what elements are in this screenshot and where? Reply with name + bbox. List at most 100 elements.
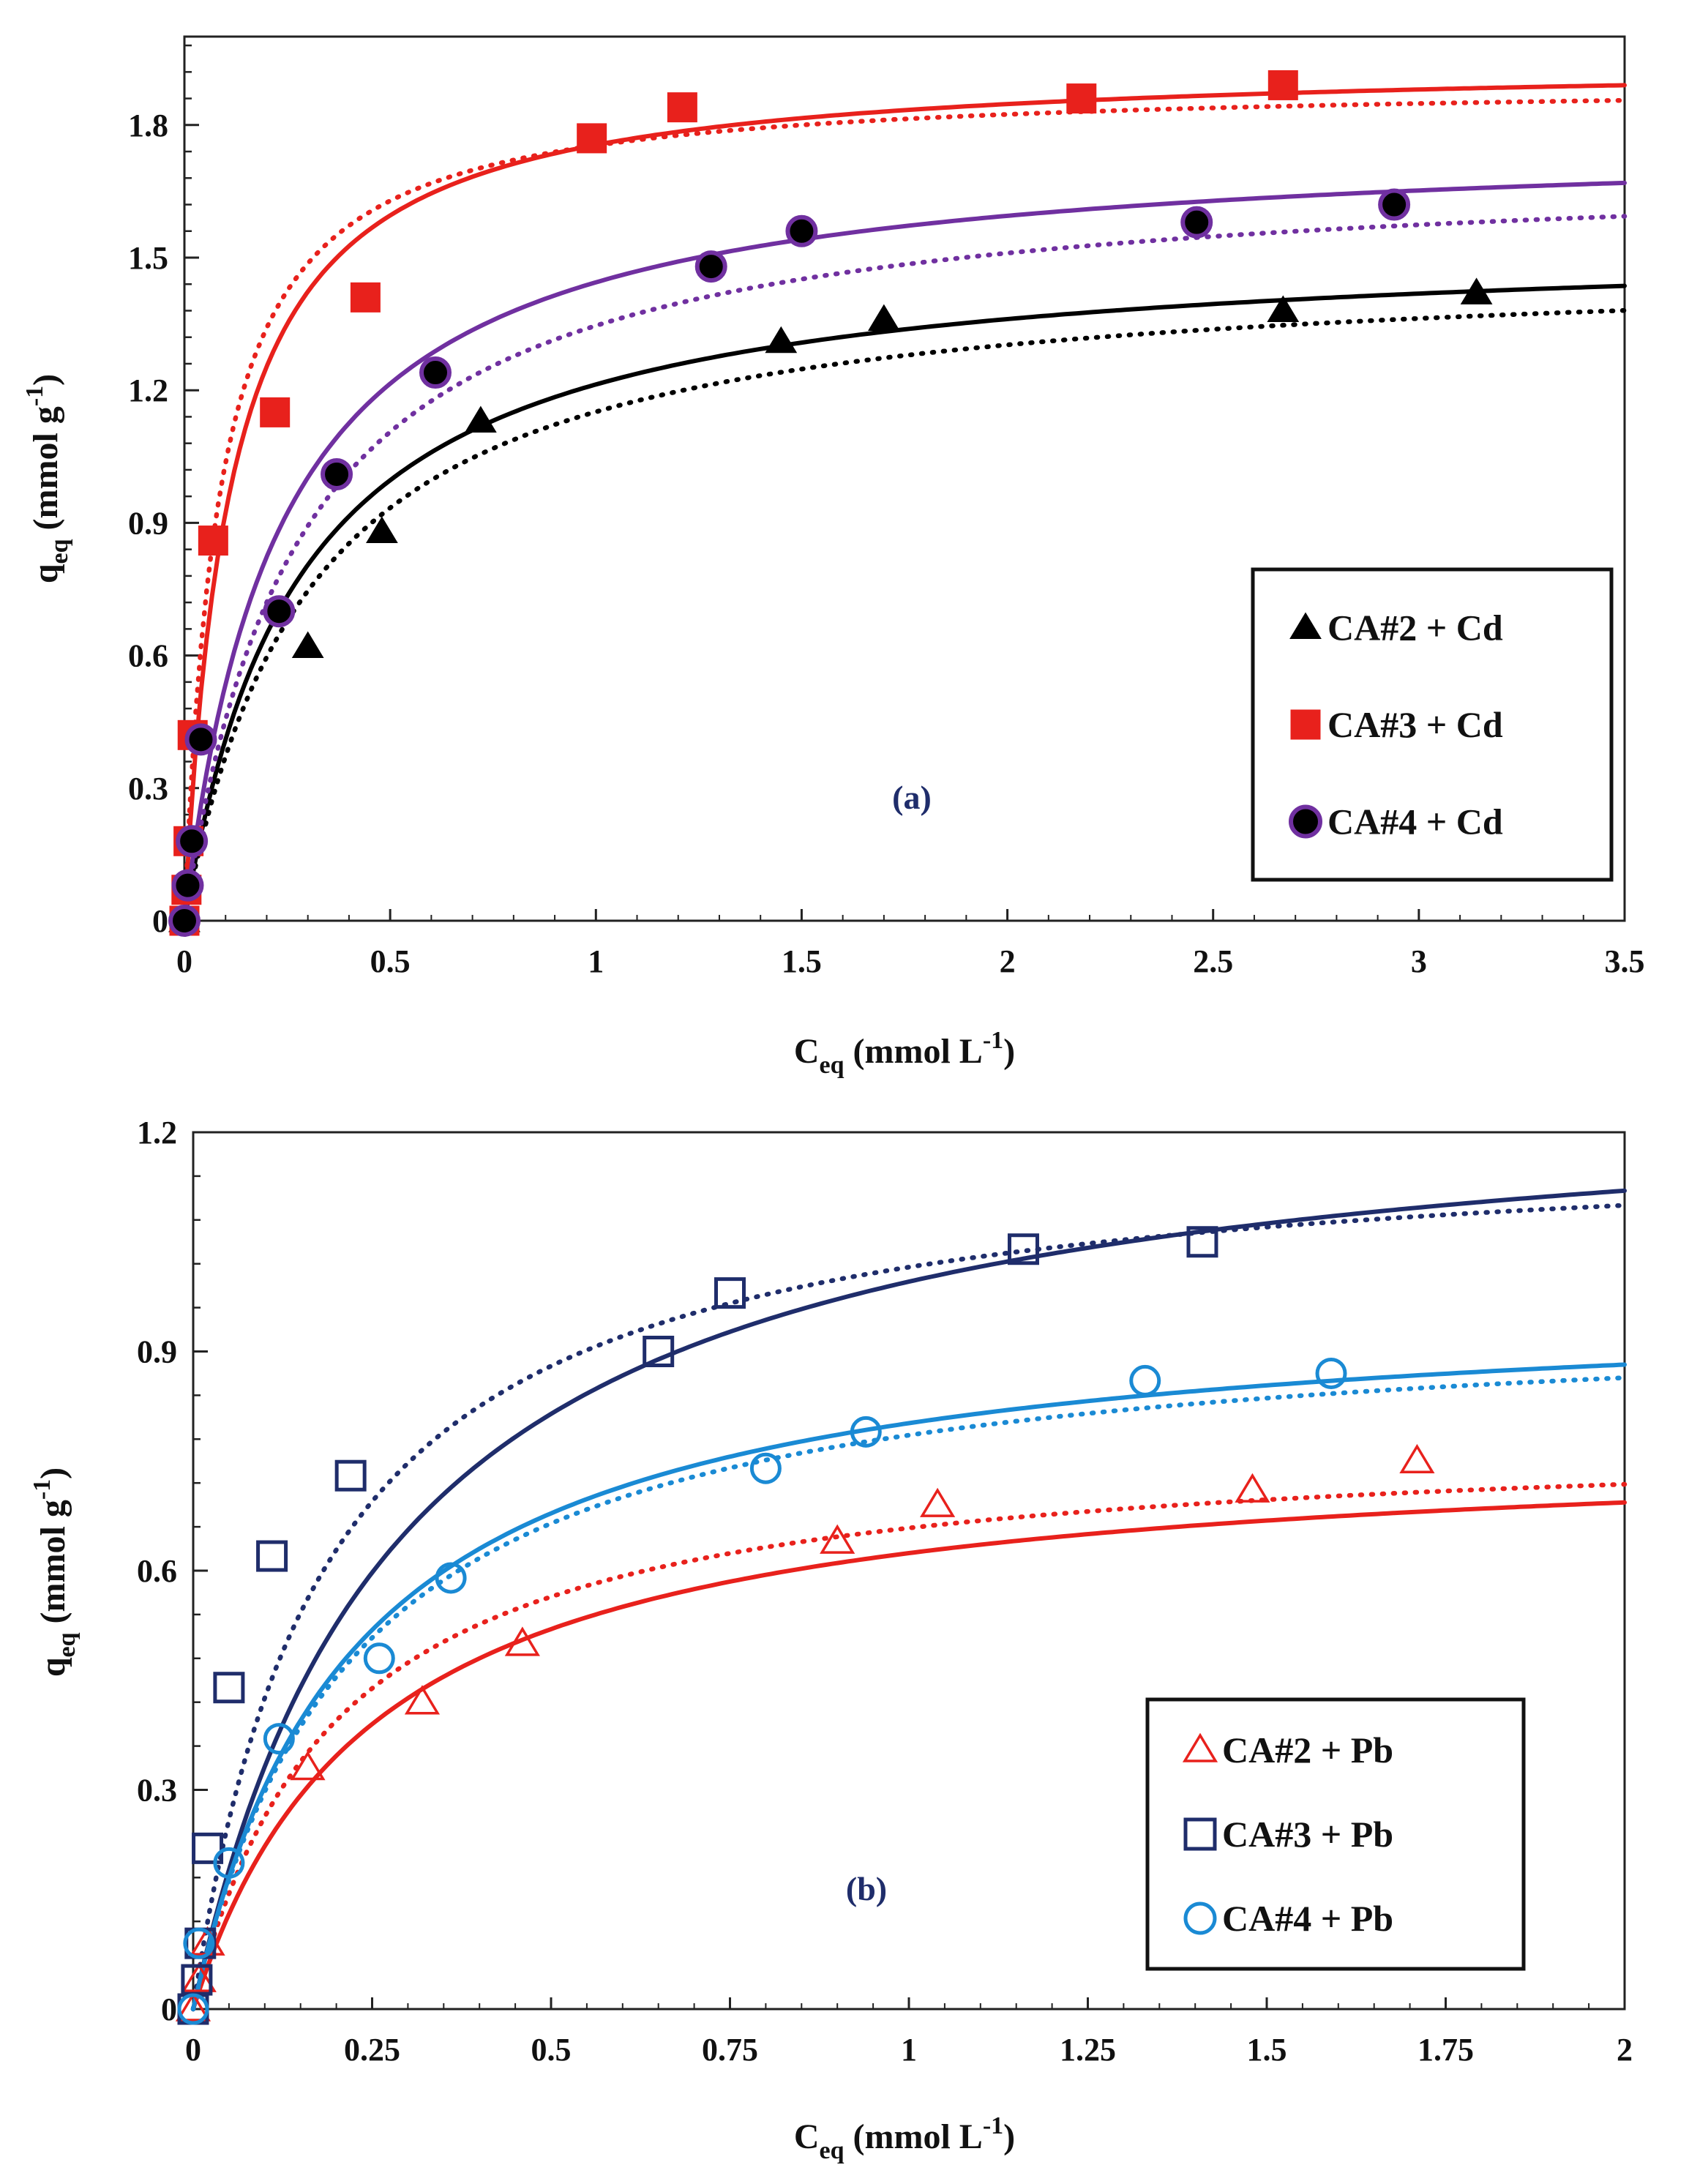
x-tick-label: 0: [185, 2032, 201, 2068]
x-tick-label: 0: [176, 943, 192, 979]
data-point: [1315, 1357, 1347, 1389]
x-tick-label: 0.75: [702, 2032, 758, 2068]
data-point: [168, 905, 201, 937]
data-point: [850, 1416, 882, 1448]
data-point: [714, 1277, 746, 1309]
fit-line-solid-0: [182, 283, 1627, 923]
y-axis-label: qeq (mmol g-1): [21, 374, 73, 583]
x-tick-label: 1.5: [1247, 2032, 1287, 2068]
data-point: [765, 326, 798, 354]
y-tick-label: 0.6: [128, 638, 168, 674]
data-point: [1378, 188, 1411, 221]
data-point: [1267, 70, 1298, 100]
fit-line-dotted-2: [190, 1375, 1628, 2012]
x-tick-label: 3: [1411, 943, 1427, 979]
legend-entry: CA#4 + Pb: [1222, 1898, 1393, 1939]
data-point: [1460, 277, 1493, 304]
data-point: [419, 356, 452, 389]
x-tick-label: 2: [1000, 943, 1016, 979]
x-tick-label: 1.5: [782, 943, 822, 979]
data-point: [198, 526, 228, 556]
data-point: [404, 1685, 441, 1715]
data-point: [694, 250, 727, 283]
x-tick-label: 1.25: [1060, 2032, 1116, 2068]
y-tick-label: 1.2: [137, 1115, 177, 1151]
x-tick-label: 3.5: [1605, 943, 1645, 979]
y-tick-label: 0.6: [137, 1553, 177, 1589]
y-tick-label: 1.8: [128, 108, 168, 143]
legend-marker: [1289, 804, 1322, 839]
y-tick-label: 0.3: [137, 1773, 177, 1809]
fit-line-dotted-1: [181, 97, 1628, 924]
y-tick-label: 0: [152, 903, 168, 939]
fit-line-solid-0: [191, 1500, 1627, 2011]
data-point: [749, 1452, 782, 1484]
data-point: [785, 214, 818, 247]
data-point: [1235, 1473, 1270, 1503]
data-point: [366, 516, 398, 543]
data-point: [920, 1487, 956, 1517]
data-point: [263, 595, 296, 628]
y-tick-label: 1.2: [128, 373, 168, 408]
x-tick-label: 2.5: [1193, 943, 1233, 979]
x-axis-label: Ceq (mmol L-1): [794, 1027, 1015, 1079]
data-point: [213, 1847, 245, 1879]
data-point: [1267, 295, 1300, 322]
data-point: [350, 282, 381, 313]
legend-entry: CA#3 + Cd: [1327, 704, 1503, 745]
x-axis-label: Ceq (mmol L-1): [794, 2112, 1015, 2164]
x-tick-label: 1.75: [1418, 2032, 1474, 2068]
legend-marker: [1183, 1817, 1217, 1851]
legend-marker: [1289, 612, 1322, 639]
data-point: [177, 1993, 209, 2025]
x-tick-label: 1: [588, 943, 604, 979]
legend-entry: CA#2 + Cd: [1327, 607, 1503, 648]
data-point: [321, 457, 353, 490]
fit-line-solid-1: [182, 83, 1627, 923]
fit-line-dotted-1: [190, 1203, 1628, 2012]
x-tick-label: 1: [901, 2032, 917, 2068]
y-tick-label: 0.9: [137, 1334, 177, 1370]
fit-line-dotted-0: [190, 1481, 1628, 2012]
fit-line-dotted-0: [181, 307, 1628, 924]
fit-line-solid-2: [191, 1362, 1627, 2011]
data-point: [1399, 1443, 1435, 1473]
data-point: [192, 1832, 224, 1864]
chart-b: 0 0.3 0.6 0.9 1.2 0 0.25 0.5 0.75 1 1.25 1.5 1.75 2 (b…: [29, 1115, 1633, 2164]
data-point: [667, 92, 697, 123]
legend-marker: [1183, 1901, 1217, 1935]
y-tick-label: 0: [161, 1992, 177, 2027]
data-point: [577, 123, 607, 154]
fit-line-dotted-2: [181, 214, 1628, 924]
data-point: [263, 1723, 295, 1755]
data-point: [363, 1642, 395, 1675]
y-tick-label: 1.5: [128, 240, 168, 276]
data-point: [171, 869, 204, 902]
data-point: [184, 723, 217, 756]
data-point: [504, 1626, 540, 1656]
data-point: [334, 1459, 367, 1492]
data-point: [464, 405, 497, 433]
data-point: [290, 1751, 326, 1781]
legend-entry: CA#3 + Pb: [1222, 1814, 1393, 1855]
legend-marker: [1290, 709, 1321, 740]
data-point: [435, 1562, 467, 1594]
panel-label: (a): [892, 779, 932, 816]
chart-a: 0 0.3 0.6 0.9 1.2 1.5 1.8 0 0.5 1 1.5 2 2.5 3 3.5 (a) CA…: [21, 35, 1645, 1079]
data-point: [260, 397, 291, 427]
data-point: [175, 1992, 211, 2022]
x-tick-label: 0.5: [370, 943, 411, 979]
data-point: [868, 304, 900, 332]
y-tick-label: 0.3: [128, 771, 168, 807]
y-axis-label: qeq (mmol g-1): [29, 1467, 80, 1677]
legend-box: [1145, 1697, 1526, 1971]
x-tick-label: 0.5: [531, 2032, 572, 2068]
data-point: [1129, 1364, 1161, 1396]
data-point: [256, 1540, 288, 1572]
data-point: [1186, 1226, 1218, 1258]
data-point: [176, 825, 209, 858]
data-point: [1066, 83, 1097, 114]
data-point: [643, 1336, 675, 1367]
legend-entry: CA#2 + Pb: [1222, 1729, 1393, 1770]
